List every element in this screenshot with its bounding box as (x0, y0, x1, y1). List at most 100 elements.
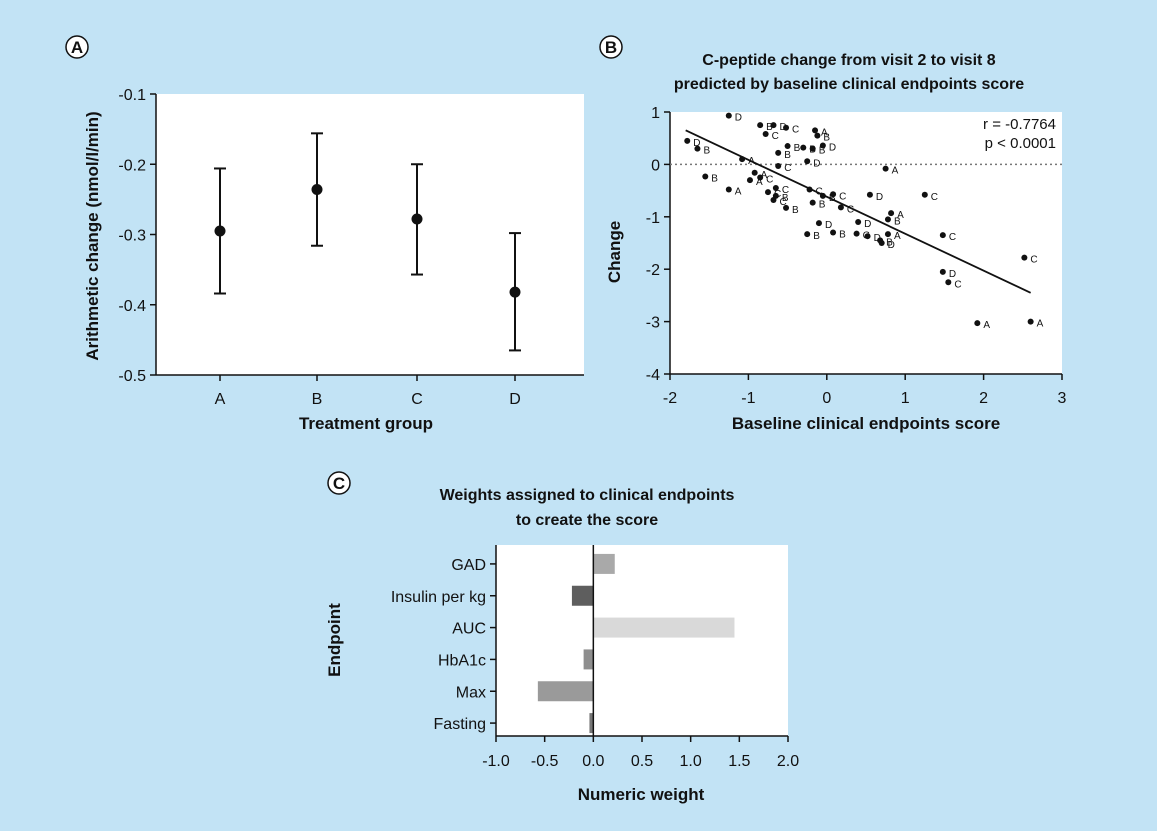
panel-b-y-tick-label: -1 (646, 210, 660, 227)
panel-b-x-tick-label: -1 (741, 390, 755, 407)
panel-b-point-group-label: B (886, 237, 893, 248)
panel-c-bar (571, 585, 594, 606)
panel-b-data-point (878, 240, 885, 246)
panel-c-y-tick-label: Fasting (434, 716, 486, 733)
panel-b-r-value: r = -0.7764 (983, 116, 1056, 133)
panel-a-label: A (71, 38, 83, 57)
panel-b-data-point (694, 145, 701, 152)
panel-b-data-point (855, 219, 862, 226)
panel-b-x-label: Baseline clinical endpoints score (732, 414, 1000, 433)
panel-b-point-group-label: B (813, 231, 820, 242)
panel-b-point-group-label: C (949, 232, 956, 243)
panel-b-data-point (762, 131, 769, 138)
panel-c-y-tick-label: Max (456, 684, 486, 701)
panel-b-point-group-label: B (894, 216, 901, 227)
panel-b-point-group-label: C (816, 187, 823, 198)
panel-c-plot-area (496, 545, 788, 736)
panel-a-x-tick-label: B (312, 391, 323, 408)
panel-b-data-point (765, 189, 771, 196)
panel-c-y-tick-label: AUC (452, 621, 486, 638)
panel-b-data-point (783, 124, 790, 131)
panel-b-data-point (853, 230, 860, 237)
panel-a-x-tick-label: A (215, 391, 226, 408)
panel-b-data-point (746, 177, 753, 184)
panel-c-x-label: Numeric weight (578, 785, 705, 804)
panel-b-point-group-label: D (813, 158, 820, 169)
panel-b-point-group-label: C (1030, 255, 1037, 266)
panel-b-data-point (815, 220, 822, 227)
panel-b-y-tick-label: -2 (646, 262, 660, 279)
panel-b-x-ticks: -2 -1 0 1 2 3 (663, 374, 1067, 407)
panel-a-badge-circle (65, 35, 89, 59)
panel-b-marks: DBDCCABBBBDBDCDBAAACBACCBCBCBCBCDACABDDB… (670, 112, 1062, 331)
panel-c-x-tick-label: -1.0 (482, 753, 510, 770)
panel-b-x-tick-label: 2 (979, 390, 988, 407)
panel-b-point-group-label: A (894, 231, 901, 242)
panel-a-mean-point (509, 286, 521, 298)
panel-b-y-ticks: 1 0 -1 -2 -3 -4 (646, 105, 670, 384)
panel-b-data-point (888, 210, 895, 217)
panel-b-point-group-label: A (748, 156, 755, 167)
panel-b-point-group-label: D (735, 113, 742, 124)
panel-c-x-tick-label: -0.5 (531, 753, 559, 770)
panel-b-data-point (837, 204, 844, 211)
panel-b-title-line-1: C-peptide change from visit 2 to visit 8 (702, 52, 995, 69)
panel-b-point-group-label: C (839, 191, 846, 202)
panel-b-point-group-label: C (772, 131, 779, 142)
panel-b-data-point (751, 169, 758, 176)
panel-b-point-group-label: A (735, 187, 742, 198)
panel-b-data-point (775, 149, 782, 156)
panel-b-data-point (757, 174, 764, 181)
panel-a-plot-area (156, 94, 584, 375)
panel-a-x-ticks: A B C D (215, 375, 521, 408)
panel-b-data-point (770, 122, 777, 129)
panel-b-point-group-label: B (794, 143, 801, 154)
panel-b-data-point (819, 142, 826, 149)
panel-b-point-group-label: C (784, 163, 791, 174)
panel-c-x-tick-label: 0.5 (631, 753, 653, 770)
panel-b-data-point (814, 132, 821, 139)
panel-b-point-group-label: C (779, 197, 786, 208)
panel-b-point-group-label: A (1037, 319, 1044, 330)
panel-b-point-group-label: C (792, 125, 799, 136)
panel-b-data-point (882, 165, 889, 172)
panel-c-x-tick-label: 2.0 (777, 753, 799, 770)
panel-b-point-group-label: D (829, 143, 836, 154)
panel-b-point-group-label: B (819, 146, 826, 157)
panel-b-point-group-label: D (949, 269, 956, 280)
panel-b-data-point (866, 191, 873, 198)
panel-b-point-group-label: B (782, 193, 789, 204)
panel-b-label: B (605, 38, 617, 57)
panel-b-data-point (725, 112, 732, 119)
panel-b-data-point (939, 268, 946, 275)
panel-b-data-point (775, 162, 782, 169)
panel-a-y-tick-label: -0.4 (118, 298, 146, 315)
panel-a-y-tick-label: -0.5 (118, 368, 146, 385)
panel-a-label-badge: A (65, 35, 89, 59)
panel-b-x-tick-label: 1 (901, 390, 910, 407)
panel-b-point-group-label: A (983, 320, 990, 331)
panel-b-data-point (921, 191, 928, 198)
panel-b-point-group-label: D (825, 220, 832, 231)
panel-c-x-tick-label: 1.0 (680, 753, 702, 770)
panel-b-point-group-label: C (766, 175, 773, 186)
panel-a-mean-point (311, 184, 323, 196)
panel-b-data-point (939, 232, 946, 239)
panel-b-point-group-label: A (897, 210, 904, 221)
panel-c-badge-circle (327, 471, 351, 495)
panel-a-x-tick-label: C (411, 391, 423, 408)
panel-b-point-group-label: D (874, 233, 881, 244)
panel-b-data-point (804, 158, 811, 165)
panel-b-point-group-label: A (821, 127, 828, 138)
panel-a-x-label: Treatment group (299, 414, 433, 433)
panel-b-data-point (864, 233, 871, 240)
panel-b-point-group-label: C (931, 192, 938, 203)
panel-c-y-label: Endpoint (325, 603, 344, 677)
panel-a-marks (214, 132, 521, 352)
panel-b-data-point (806, 186, 813, 193)
panel-c-x-tick-label: 0.0 (582, 753, 604, 770)
panel-a-x-tick-label: D (509, 391, 521, 408)
panel-b-badge-circle (599, 35, 623, 59)
panel-b-point-group-label: A (761, 170, 768, 181)
